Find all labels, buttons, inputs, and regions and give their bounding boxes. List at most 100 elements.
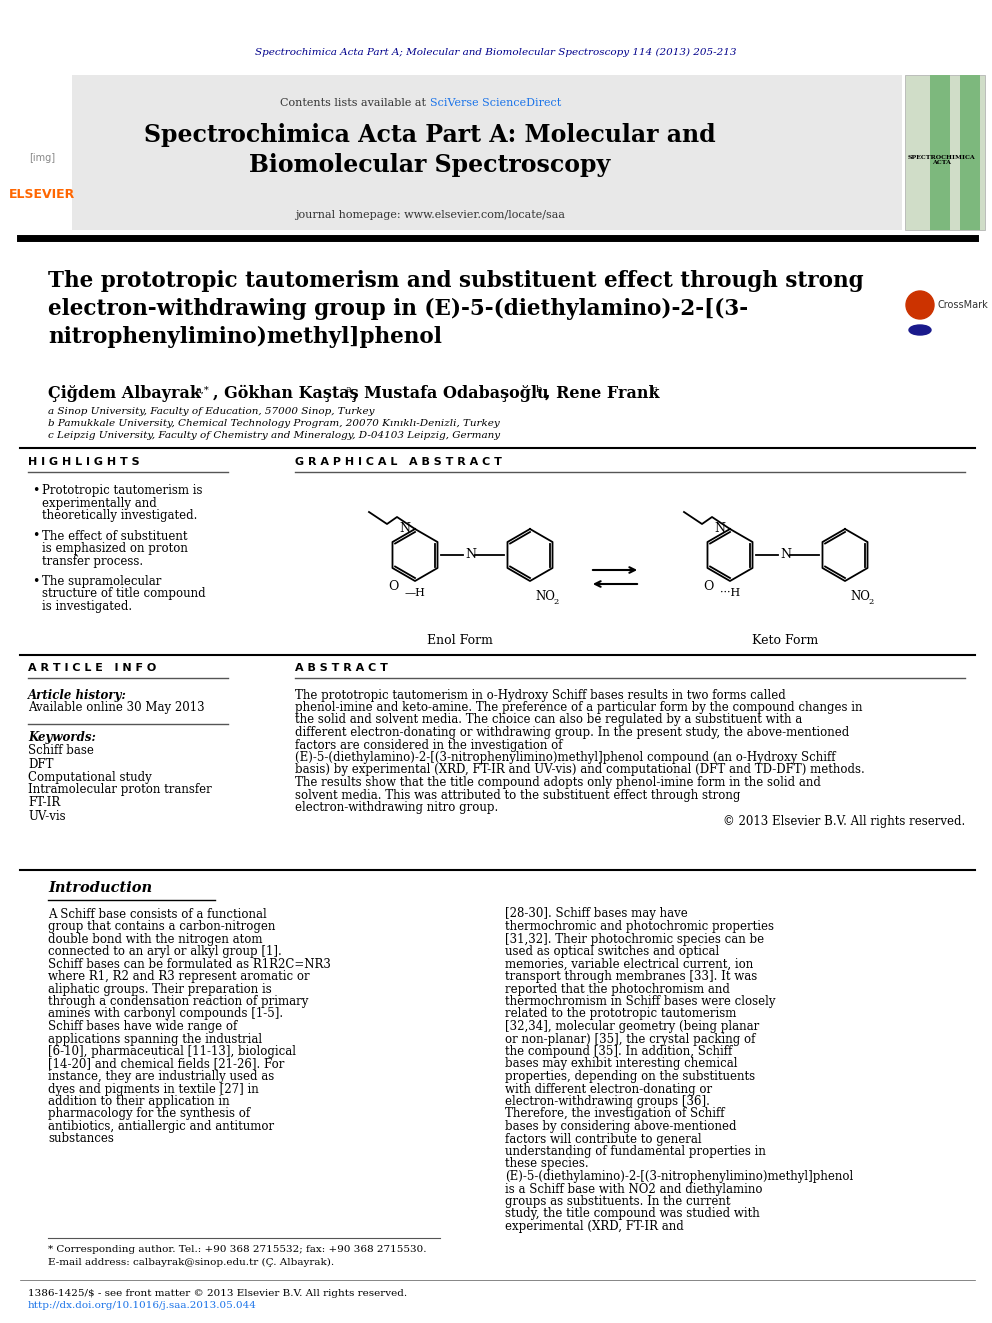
Text: E-mail address: calbayrak@sinop.edu.tr (Ç. Albayrak).: E-mail address: calbayrak@sinop.edu.tr (… [48,1257,334,1266]
Text: amines with carbonyl compounds [1-5].: amines with carbonyl compounds [1-5]. [48,1008,283,1020]
Text: Computational study: Computational study [28,770,152,783]
Circle shape [906,291,934,319]
Text: , Rene Frank: , Rene Frank [545,385,660,401]
Text: group that contains a carbon-nitrogen: group that contains a carbon-nitrogen [48,919,276,933]
Text: is emphasized on proton: is emphasized on proton [42,542,187,556]
Text: Schiff bases have wide range of: Schiff bases have wide range of [48,1020,237,1033]
Text: a,*: a,* [196,385,209,394]
Text: solvent media. This was attributed to the substituent effect through strong: solvent media. This was attributed to th… [295,789,740,802]
Text: [32,34], molecular geometry (being planar: [32,34], molecular geometry (being plana… [505,1020,759,1033]
Text: is investigated.: is investigated. [42,601,132,613]
Text: Keto Form: Keto Form [752,634,818,647]
Text: •: • [32,484,40,497]
Text: addition to their application in: addition to their application in [48,1095,229,1107]
Text: these species.: these species. [505,1158,588,1171]
Text: The supramolecular: The supramolecular [42,576,162,587]
Text: SciVerse ScienceDirect: SciVerse ScienceDirect [430,98,561,108]
Text: factors will contribute to general: factors will contribute to general [505,1132,701,1146]
Text: NO: NO [535,590,555,603]
Text: study, the title compound was studied with: study, the title compound was studied wi… [505,1208,760,1221]
Text: [img]: [img] [29,153,56,163]
Text: Available online 30 May 2013: Available online 30 May 2013 [28,701,204,714]
Text: structure of title compound: structure of title compound [42,587,205,601]
Text: aliphatic groups. Their preparation is: aliphatic groups. Their preparation is [48,983,272,995]
Text: phenol-imine and keto-amine. The preference of a particular form by the compound: phenol-imine and keto-amine. The prefere… [295,701,862,714]
Bar [960,75,980,230]
Text: Enol Form: Enol Form [428,634,493,647]
Text: used as optical switches and optical: used as optical switches and optical [505,945,719,958]
Text: (E)-5-(diethylamino)-2-[(3-nitrophenylimino)methyl]phenol: (E)-5-(diethylamino)-2-[(3-nitrophenylim… [505,1170,853,1183]
Text: c Leipzig University, Faculty of Chemistry and Mineralogy, D-04103 Leipzig, Germ: c Leipzig University, Faculty of Chemist… [48,431,500,441]
Text: the solid and solvent media. The choice can also be regulated by a substituent w: the solid and solvent media. The choice … [295,713,803,726]
Text: Intramolecular proton transfer: Intramolecular proton transfer [28,783,211,796]
Text: [6-10], pharmaceutical [11-13], biological: [6-10], pharmaceutical [11-13], biologic… [48,1045,296,1058]
Text: H I G H L I G H T S: H I G H L I G H T S [28,456,140,467]
Text: The results show that the title compound adopts only phenol-imine form in the so: The results show that the title compound… [295,777,820,789]
Text: N: N [714,521,725,534]
Text: Schiff bases can be formulated as R1R2C=NR3: Schiff bases can be formulated as R1R2C=… [48,958,331,971]
Text: A R T I C L E   I N F O: A R T I C L E I N F O [28,663,157,673]
Text: (E)-5-(diethylamino)-2-[(3-nitrophenylimino)methyl]phenol compound (an o-Hydroxy: (E)-5-(diethylamino)-2-[(3-nitrophenylim… [295,751,835,763]
Text: journal homepage: www.elsevier.com/locate/saa: journal homepage: www.elsevier.com/locat… [295,210,565,220]
Text: c: c [651,385,657,394]
Text: factors are considered in the investigation of: factors are considered in the investigat… [295,738,562,751]
Text: ···H: ···H [720,587,740,598]
Text: G R A P H I C A L   A B S T R A C T: G R A P H I C A L A B S T R A C T [295,456,502,467]
Text: FT-IR: FT-IR [28,796,61,810]
Text: related to the prototropic tautomerism: related to the prototropic tautomerism [505,1008,736,1020]
Text: theoretically investigated.: theoretically investigated. [42,509,197,523]
Text: •: • [32,529,40,542]
Text: memories, variable electrical current, ion: memories, variable electrical current, i… [505,958,753,971]
Text: Spectrochimica Acta Part A; Molecular and Biomolecular Spectroscopy 114 (2013) 2: Spectrochimica Acta Part A; Molecular an… [255,48,737,57]
Text: instance, they are industrially used as: instance, they are industrially used as [48,1070,274,1084]
Text: is a Schiff base with NO2 and diethylamino: is a Schiff base with NO2 and diethylami… [505,1183,763,1196]
Text: thermochromism in Schiff bases were closely: thermochromism in Schiff bases were clos… [505,995,776,1008]
Text: with different electron-donating or: with different electron-donating or [505,1082,712,1095]
Text: DFT: DFT [28,758,54,770]
Text: applications spanning the industrial: applications spanning the industrial [48,1032,262,1045]
Text: substances: substances [48,1132,114,1146]
Text: Çiğdem Albayrak: Çiğdem Albayrak [48,385,200,401]
Text: The effect of substituent: The effect of substituent [42,529,187,542]
Text: Spectrochimica Acta Part A: Molecular and
Biomolecular Spectroscopy: Spectrochimica Acta Part A: Molecular an… [144,123,716,177]
Text: basis) by experimental (XRD, FT-IR and UV-vis) and computational (DFT and TD-DFT: basis) by experimental (XRD, FT-IR and U… [295,763,865,777]
Text: bases by considering above-mentioned: bases by considering above-mentioned [505,1121,736,1132]
Text: electron-withdrawing nitro group.: electron-withdrawing nitro group. [295,800,498,814]
Text: http://dx.doi.org/10.1016/j.saa.2013.05.044: http://dx.doi.org/10.1016/j.saa.2013.05.… [28,1302,257,1311]
Bar [72,75,902,230]
Text: Prototropic tautomerism is: Prototropic tautomerism is [42,484,202,497]
Text: pharmacology for the synthesis of: pharmacology for the synthesis of [48,1107,250,1121]
Text: electron-withdrawing groups [36].: electron-withdrawing groups [36]. [505,1095,710,1107]
Text: The prototropic tautomerism in o-Hydroxy Schiff bases results in two forms calle: The prototropic tautomerism in o-Hydroxy… [295,688,786,701]
Text: O: O [702,581,713,594]
Text: Keywords:: Keywords: [28,732,96,745]
Text: Schiff base: Schiff base [28,745,94,758]
Text: or non-planar) [35], the crystal packing of: or non-planar) [35], the crystal packing… [505,1032,755,1045]
Text: reported that the photochromism and: reported that the photochromism and [505,983,730,995]
Text: A Schiff base consists of a functional: A Schiff base consists of a functional [48,908,267,921]
Text: ELSEVIER: ELSEVIER [9,188,75,201]
Text: b: b [536,385,543,394]
Text: Article history:: Article history: [28,688,127,701]
Text: CrossMark: CrossMark [938,300,989,310]
Text: a: a [345,385,351,394]
Text: bases may exhibit interesting chemical: bases may exhibit interesting chemical [505,1057,737,1070]
Text: b Pamukkale University, Chemical Technology Program, 20070 Kınıklı-Denizli, Turk: b Pamukkale University, Chemical Technol… [48,419,500,429]
Ellipse shape [909,325,931,335]
Text: , Mustafa Odabaşoğlu: , Mustafa Odabaşoğlu [353,385,549,401]
Text: transfer process.: transfer process. [42,554,143,568]
Text: N: N [400,521,411,534]
Text: experimentally and: experimentally and [42,496,157,509]
Text: * Corresponding author. Tel.: +90 368 2715532; fax: +90 368 2715530.: * Corresponding author. Tel.: +90 368 27… [48,1245,427,1254]
Text: O: O [388,581,398,594]
Text: •: • [32,576,40,587]
Text: A B S T R A C T: A B S T R A C T [295,663,388,673]
Text: through a condensation reaction of primary: through a condensation reaction of prima… [48,995,309,1008]
Text: where R1, R2 and R3 represent aromatic or: where R1, R2 and R3 represent aromatic o… [48,970,310,983]
Text: —H: —H [405,587,426,598]
Text: understanding of fundamental properties in: understanding of fundamental properties … [505,1144,766,1158]
Text: a Sinop University, Faculty of Education, 57000 Sinop, Turkey: a Sinop University, Faculty of Education… [48,407,375,417]
Text: the compound [35]. In addition, Schiff: the compound [35]. In addition, Schiff [505,1045,732,1058]
Text: dyes and pigments in textile [27] in: dyes and pigments in textile [27] in [48,1082,259,1095]
Text: transport through membranes [33]. It was: transport through membranes [33]. It was [505,970,757,983]
